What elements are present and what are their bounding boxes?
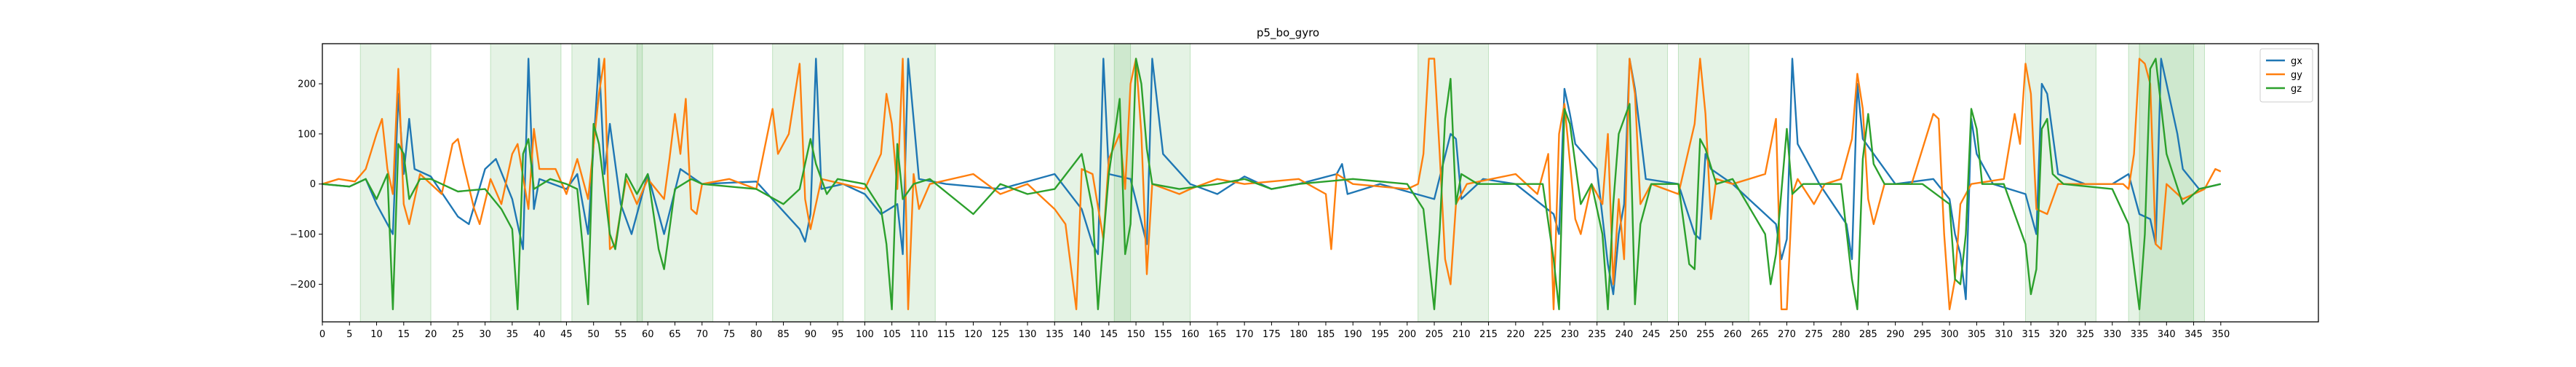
shaded-region-11 [2024, 43, 2096, 323]
shaded-region-6 [1054, 43, 1132, 323]
x-tick-label-245: 245 [1642, 329, 1661, 340]
x-tick-label-195: 195 [1371, 329, 1389, 340]
x-tick-label-285: 285 [1859, 329, 1877, 340]
series-line-gx [322, 58, 2222, 301]
x-tick-label-320: 320 [2049, 329, 2067, 340]
x-tick-label-20: 20 [425, 329, 437, 340]
x-tick-label-0: 0 [319, 329, 325, 340]
x-tick-label-300: 300 [1941, 329, 1959, 340]
x-tick-label-45: 45 [560, 329, 573, 340]
x-tick-label-130: 130 [1019, 329, 1037, 340]
x-tick-label-5: 5 [346, 329, 352, 340]
y-tick-label-100: 100 [298, 129, 316, 140]
x-tick-label-30: 30 [479, 329, 491, 340]
x-tick-label-230: 230 [1561, 329, 1579, 340]
x-tick-label-55: 55 [615, 329, 627, 340]
x-tick-label-155: 155 [1154, 329, 1172, 340]
shaded-region-4 [772, 43, 844, 323]
x-tick-label-295: 295 [1913, 329, 1931, 340]
x-tick-label-170: 170 [1236, 329, 1254, 340]
x-tick-label-280: 280 [1832, 329, 1850, 340]
x-tick-label-145: 145 [1100, 329, 1118, 340]
x-tick-label-35: 35 [506, 329, 519, 340]
legend-label-gx: gx [2291, 56, 2302, 67]
chart-title: p5_bo_gyro [1257, 26, 1319, 40]
legend-label-gz: gz [2291, 84, 2302, 95]
x-tick-label-50: 50 [587, 329, 600, 340]
y-tick-label-200: 200 [298, 79, 316, 90]
x-tick-label-270: 270 [1778, 329, 1796, 340]
x-tick-label-255: 255 [1696, 329, 1714, 340]
x-tick-label-75: 75 [723, 329, 736, 340]
legend-label-gy: gy [2291, 70, 2302, 81]
x-tick-label-165: 165 [1208, 329, 1226, 340]
x-tick-label-65: 65 [669, 329, 681, 340]
axes: 0 5 10 15 20 25 30 35 40 45 50 55 60 65 70 75 80 85 90 95 10… [290, 43, 2319, 340]
legend: gx gy gz [2259, 48, 2313, 103]
x-tick-label-340: 340 [2158, 329, 2176, 340]
x-tick-label-275: 275 [1805, 329, 1823, 340]
x-tick-label-60: 60 [642, 329, 654, 340]
x-tick-label-125: 125 [991, 329, 1009, 340]
x-tick-label-215: 215 [1479, 329, 1498, 340]
series-lines [322, 58, 2222, 310]
y-tick-label--200: −200 [290, 280, 316, 291]
x-tick-label-350: 350 [2211, 329, 2230, 340]
x-tick-label-185: 185 [1317, 329, 1335, 340]
series-line-gz [322, 58, 2222, 310]
x-tick-label-260: 260 [1724, 329, 1742, 340]
x-tick-label-80: 80 [750, 329, 763, 340]
x-tick-label-305: 305 [1968, 329, 1986, 340]
x-tick-label-190: 190 [1344, 329, 1362, 340]
x-tick-label-175: 175 [1263, 329, 1281, 340]
x-tick-label-180: 180 [1289, 329, 1308, 340]
x-tick-label-200: 200 [1398, 329, 1416, 340]
x-tick-label-40: 40 [533, 329, 546, 340]
x-tick-label-120: 120 [964, 329, 982, 340]
x-tick-label-330: 330 [2103, 329, 2121, 340]
x-tick-label-10: 10 [370, 329, 383, 340]
x-tick-label-90: 90 [805, 329, 817, 340]
x-tick-label-265: 265 [1751, 329, 1769, 340]
shaded-region-13 [2139, 43, 2195, 323]
x-tick-label-225: 225 [1534, 329, 1552, 340]
x-tick-label-310: 310 [1995, 329, 2013, 340]
plot-frame [322, 43, 2319, 323]
x-tick-label-25: 25 [452, 329, 464, 340]
x-tick-label-95: 95 [832, 329, 844, 340]
x-tick-label-110: 110 [910, 329, 929, 340]
x-tick-label-335: 335 [2131, 329, 2149, 340]
x-tick-label-140: 140 [1073, 329, 1091, 340]
y-tick-label--100: −100 [290, 229, 316, 240]
x-tick-label-115: 115 [937, 329, 955, 340]
x-tick-label-85: 85 [777, 329, 790, 340]
x-tick-label-160: 160 [1181, 329, 1199, 340]
x-tick-label-205: 205 [1426, 329, 1444, 340]
x-tick-label-210: 210 [1452, 329, 1471, 340]
shaded-region-5 [864, 43, 936, 323]
x-tick-label-150: 150 [1127, 329, 1145, 340]
x-tick-label-240: 240 [1615, 329, 1633, 340]
x-tick-label-105: 105 [883, 329, 901, 340]
x-tick-label-315: 315 [2022, 329, 2040, 340]
x-tick-label-345: 345 [2185, 329, 2203, 340]
legend-box [2259, 48, 2313, 103]
x-tick-label-70: 70 [696, 329, 708, 340]
x-tick-label-235: 235 [1588, 329, 1606, 340]
y-tick-label-0: 0 [310, 179, 316, 190]
x-tick-label-135: 135 [1046, 329, 1064, 340]
x-tick-label-100: 100 [856, 329, 874, 340]
x-tick-label-290: 290 [1886, 329, 1904, 340]
x-tick-label-220: 220 [1506, 329, 1524, 340]
x-tick-label-325: 325 [2076, 329, 2094, 340]
x-tick-label-15: 15 [398, 329, 410, 340]
shaded-regions [359, 43, 2205, 323]
x-tick-label-250: 250 [1669, 329, 1687, 340]
